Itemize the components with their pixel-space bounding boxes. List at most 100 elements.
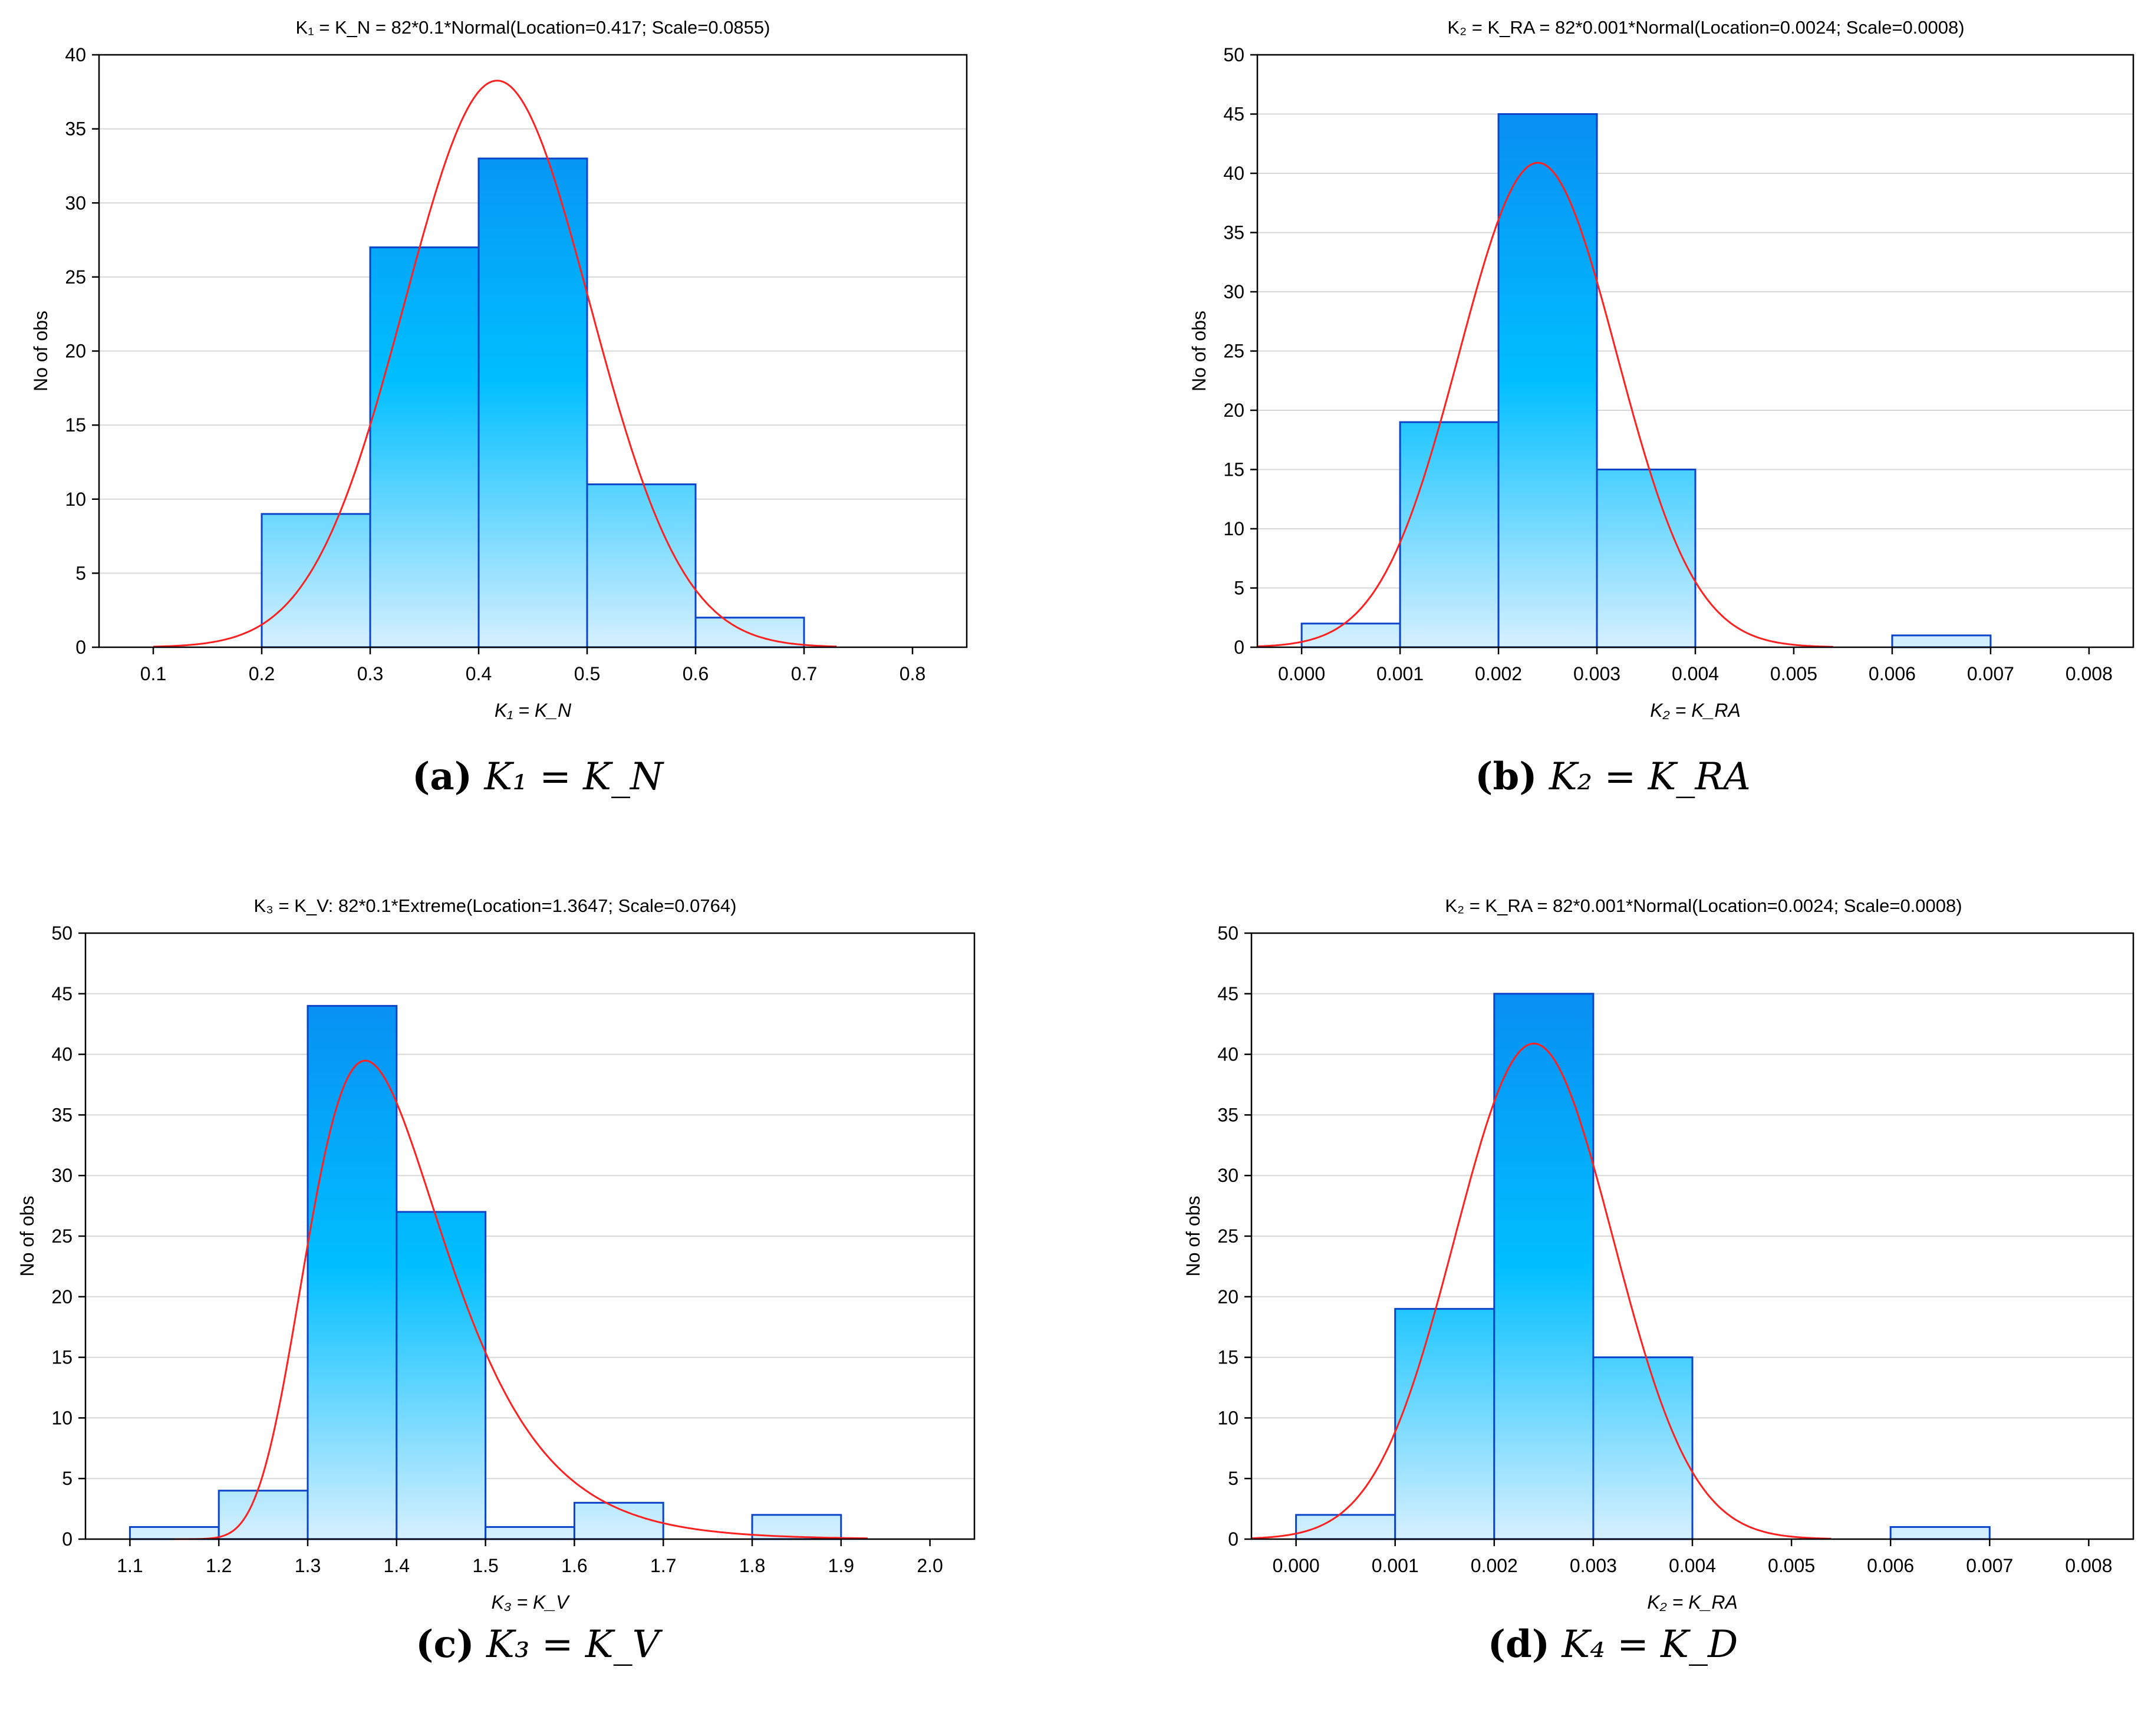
- x-tick-label: 0.004: [1672, 663, 1719, 684]
- x-tick-label: 1.9: [828, 1555, 854, 1576]
- y-axis-label: No of obs: [17, 1196, 38, 1277]
- y-tick-label: 20: [65, 341, 86, 362]
- x-tick-label: 0.6: [683, 663, 709, 684]
- fit-curve: [1257, 162, 1833, 648]
- y-tick-label: 15: [1223, 459, 1244, 480]
- x-tick-label: 0.006: [1867, 1555, 1914, 1576]
- y-tick-label: 40: [65, 44, 86, 65]
- x-tick-label: 0.1: [140, 663, 166, 684]
- histogram-bar: [307, 1004, 398, 1540]
- y-tick-label: 20: [1217, 1286, 1238, 1307]
- y-tick-label: 35: [1223, 222, 1244, 243]
- y-tick-label: 0: [1228, 1529, 1238, 1550]
- y-axis-label: No of obs: [1188, 311, 1210, 391]
- x-axis-label: K₂ = K_RA: [1647, 1592, 1738, 1613]
- y-tick-label: 10: [1223, 518, 1244, 539]
- x-tick-label: 0.005: [1770, 663, 1817, 684]
- x-axis-label: K₂ = K_RA: [1650, 700, 1741, 721]
- panel-d: K₂ = K_RA = 82*0.001*Normal(Location=0.0…: [1075, 868, 2150, 1735]
- fit-curve: [153, 80, 837, 648]
- x-tick-label: 0.004: [1669, 1555, 1716, 1576]
- y-tick-label: 40: [51, 1044, 73, 1065]
- y-tick-label: 45: [1223, 104, 1244, 125]
- y-tick-label: 35: [65, 118, 86, 140]
- y-tick-label: 20: [51, 1286, 73, 1307]
- fit-curve: [1251, 1042, 1832, 1540]
- x-tick-label: 2.0: [917, 1555, 943, 1576]
- x-tick-label: 0.001: [1376, 663, 1424, 684]
- y-tick-label: 35: [1217, 1104, 1238, 1125]
- y-axis-label: No of obs: [1182, 1196, 1204, 1277]
- histogram-bar: [1493, 993, 1595, 1540]
- histogram-bar: [1889, 1526, 1991, 1540]
- x-tick-label: 1.1: [117, 1555, 143, 1576]
- y-tick-label: 30: [1223, 281, 1244, 302]
- y-tick-label: 15: [65, 414, 86, 436]
- x-tick-label: 0.005: [1768, 1555, 1815, 1576]
- y-tick-label: 5: [62, 1468, 73, 1489]
- x-tick-label: 1.7: [650, 1555, 676, 1576]
- x-tick-label: 0.002: [1475, 663, 1522, 684]
- y-tick-label: 10: [1217, 1407, 1238, 1428]
- y-tick-label: 5: [75, 562, 86, 584]
- chart-a: K₁ = K_N = 82*0.1*Normal(Location=0.417;…: [30, 17, 968, 721]
- y-tick-label: 25: [1223, 341, 1244, 362]
- y-tick-label: 30: [51, 1165, 73, 1186]
- x-tick-label: 0.4: [466, 663, 492, 684]
- x-tick-label: 0.001: [1372, 1555, 1419, 1576]
- x-tick-label: 0.5: [574, 663, 600, 684]
- caption-c: (c) K₃ = K_V: [0, 1622, 1075, 1666]
- x-tick-label: 0.003: [1570, 1555, 1617, 1576]
- y-tick-label: 40: [1223, 163, 1244, 184]
- y-tick-label: 25: [65, 266, 86, 288]
- chart-title: K₃ = K_V: 82*0.1*Extreme(Location=1.3647…: [254, 895, 737, 916]
- y-tick-label: 10: [65, 489, 86, 510]
- y-tick-label: 50: [51, 923, 73, 944]
- y-tick-label: 15: [1217, 1347, 1238, 1368]
- x-tick-label: 0.003: [1573, 663, 1620, 684]
- histogram-bar: [1295, 1514, 1396, 1540]
- chart-c: K₃ = K_V: 82*0.1*Extreme(Location=1.3647…: [17, 895, 976, 1613]
- y-tick-label: 30: [1217, 1165, 1238, 1186]
- y-tick-label: 40: [1217, 1044, 1238, 1065]
- panel-c: K₃ = K_V: 82*0.1*Extreme(Location=1.3647…: [0, 868, 1075, 1735]
- x-tick-label: 1.4: [384, 1555, 410, 1576]
- y-tick-label: 45: [51, 983, 73, 1004]
- histogram-bar: [396, 1211, 487, 1540]
- caption-c-text: K₃ = K_V: [486, 1623, 660, 1666]
- y-tick-label: 20: [1223, 400, 1244, 421]
- histogram-bar: [1300, 622, 1401, 648]
- y-tick-label: 50: [1217, 923, 1238, 944]
- x-tick-label: 1.3: [295, 1555, 321, 1576]
- caption-d: (d) K₄ = K_D: [1075, 1622, 2150, 1666]
- caption-d-tag: (d): [1487, 1622, 1550, 1666]
- x-tick-label: 0.8: [900, 663, 925, 684]
- histogram-bar: [1497, 113, 1598, 648]
- caption-a: (a) K₁ = K_N: [0, 755, 1075, 799]
- x-tick-label: 0.007: [1967, 663, 2014, 684]
- y-tick-label: 25: [51, 1226, 73, 1247]
- chart-b: K₂ = K_RA = 82*0.001*Normal(Location=0.0…: [1188, 17, 2134, 721]
- caption-b-text: K₂ = K_RA: [1549, 755, 1751, 799]
- panel-a: K₁ = K_N = 82*0.1*Normal(Location=0.417;…: [0, 0, 1075, 868]
- caption-a-text: K₁ = K_N: [484, 755, 663, 799]
- x-tick-label: 0.007: [1966, 1555, 2013, 1576]
- x-tick-label: 0.3: [357, 663, 383, 684]
- y-tick-label: 10: [51, 1407, 73, 1428]
- chart-title: K₁ = K_N = 82*0.1*Normal(Location=0.417;…: [296, 17, 770, 38]
- histogram-bar: [1399, 421, 1500, 648]
- chart-title: K₂ = K_RA = 82*0.001*Normal(Location=0.0…: [1445, 895, 1962, 916]
- y-tick-label: 5: [1228, 1468, 1238, 1489]
- x-tick-label: 1.2: [206, 1555, 232, 1576]
- caption-d-text: K₄ = K_D: [1562, 1623, 1738, 1666]
- x-tick-label: 1.6: [561, 1555, 587, 1576]
- fit-curve: [174, 1059, 868, 1540]
- y-tick-label: 0: [1234, 637, 1244, 658]
- x-axis-label: K₁ = K_N: [495, 700, 572, 721]
- histogram-bar: [261, 513, 371, 648]
- chart-d: K₂ = K_RA = 82*0.001*Normal(Location=0.0…: [1182, 895, 2134, 1613]
- plot-frame: [98, 54, 968, 648]
- x-tick-label: 0.008: [2066, 663, 2113, 684]
- histogram-bar: [1394, 1307, 1496, 1540]
- x-tick-label: 0.000: [1273, 1555, 1320, 1576]
